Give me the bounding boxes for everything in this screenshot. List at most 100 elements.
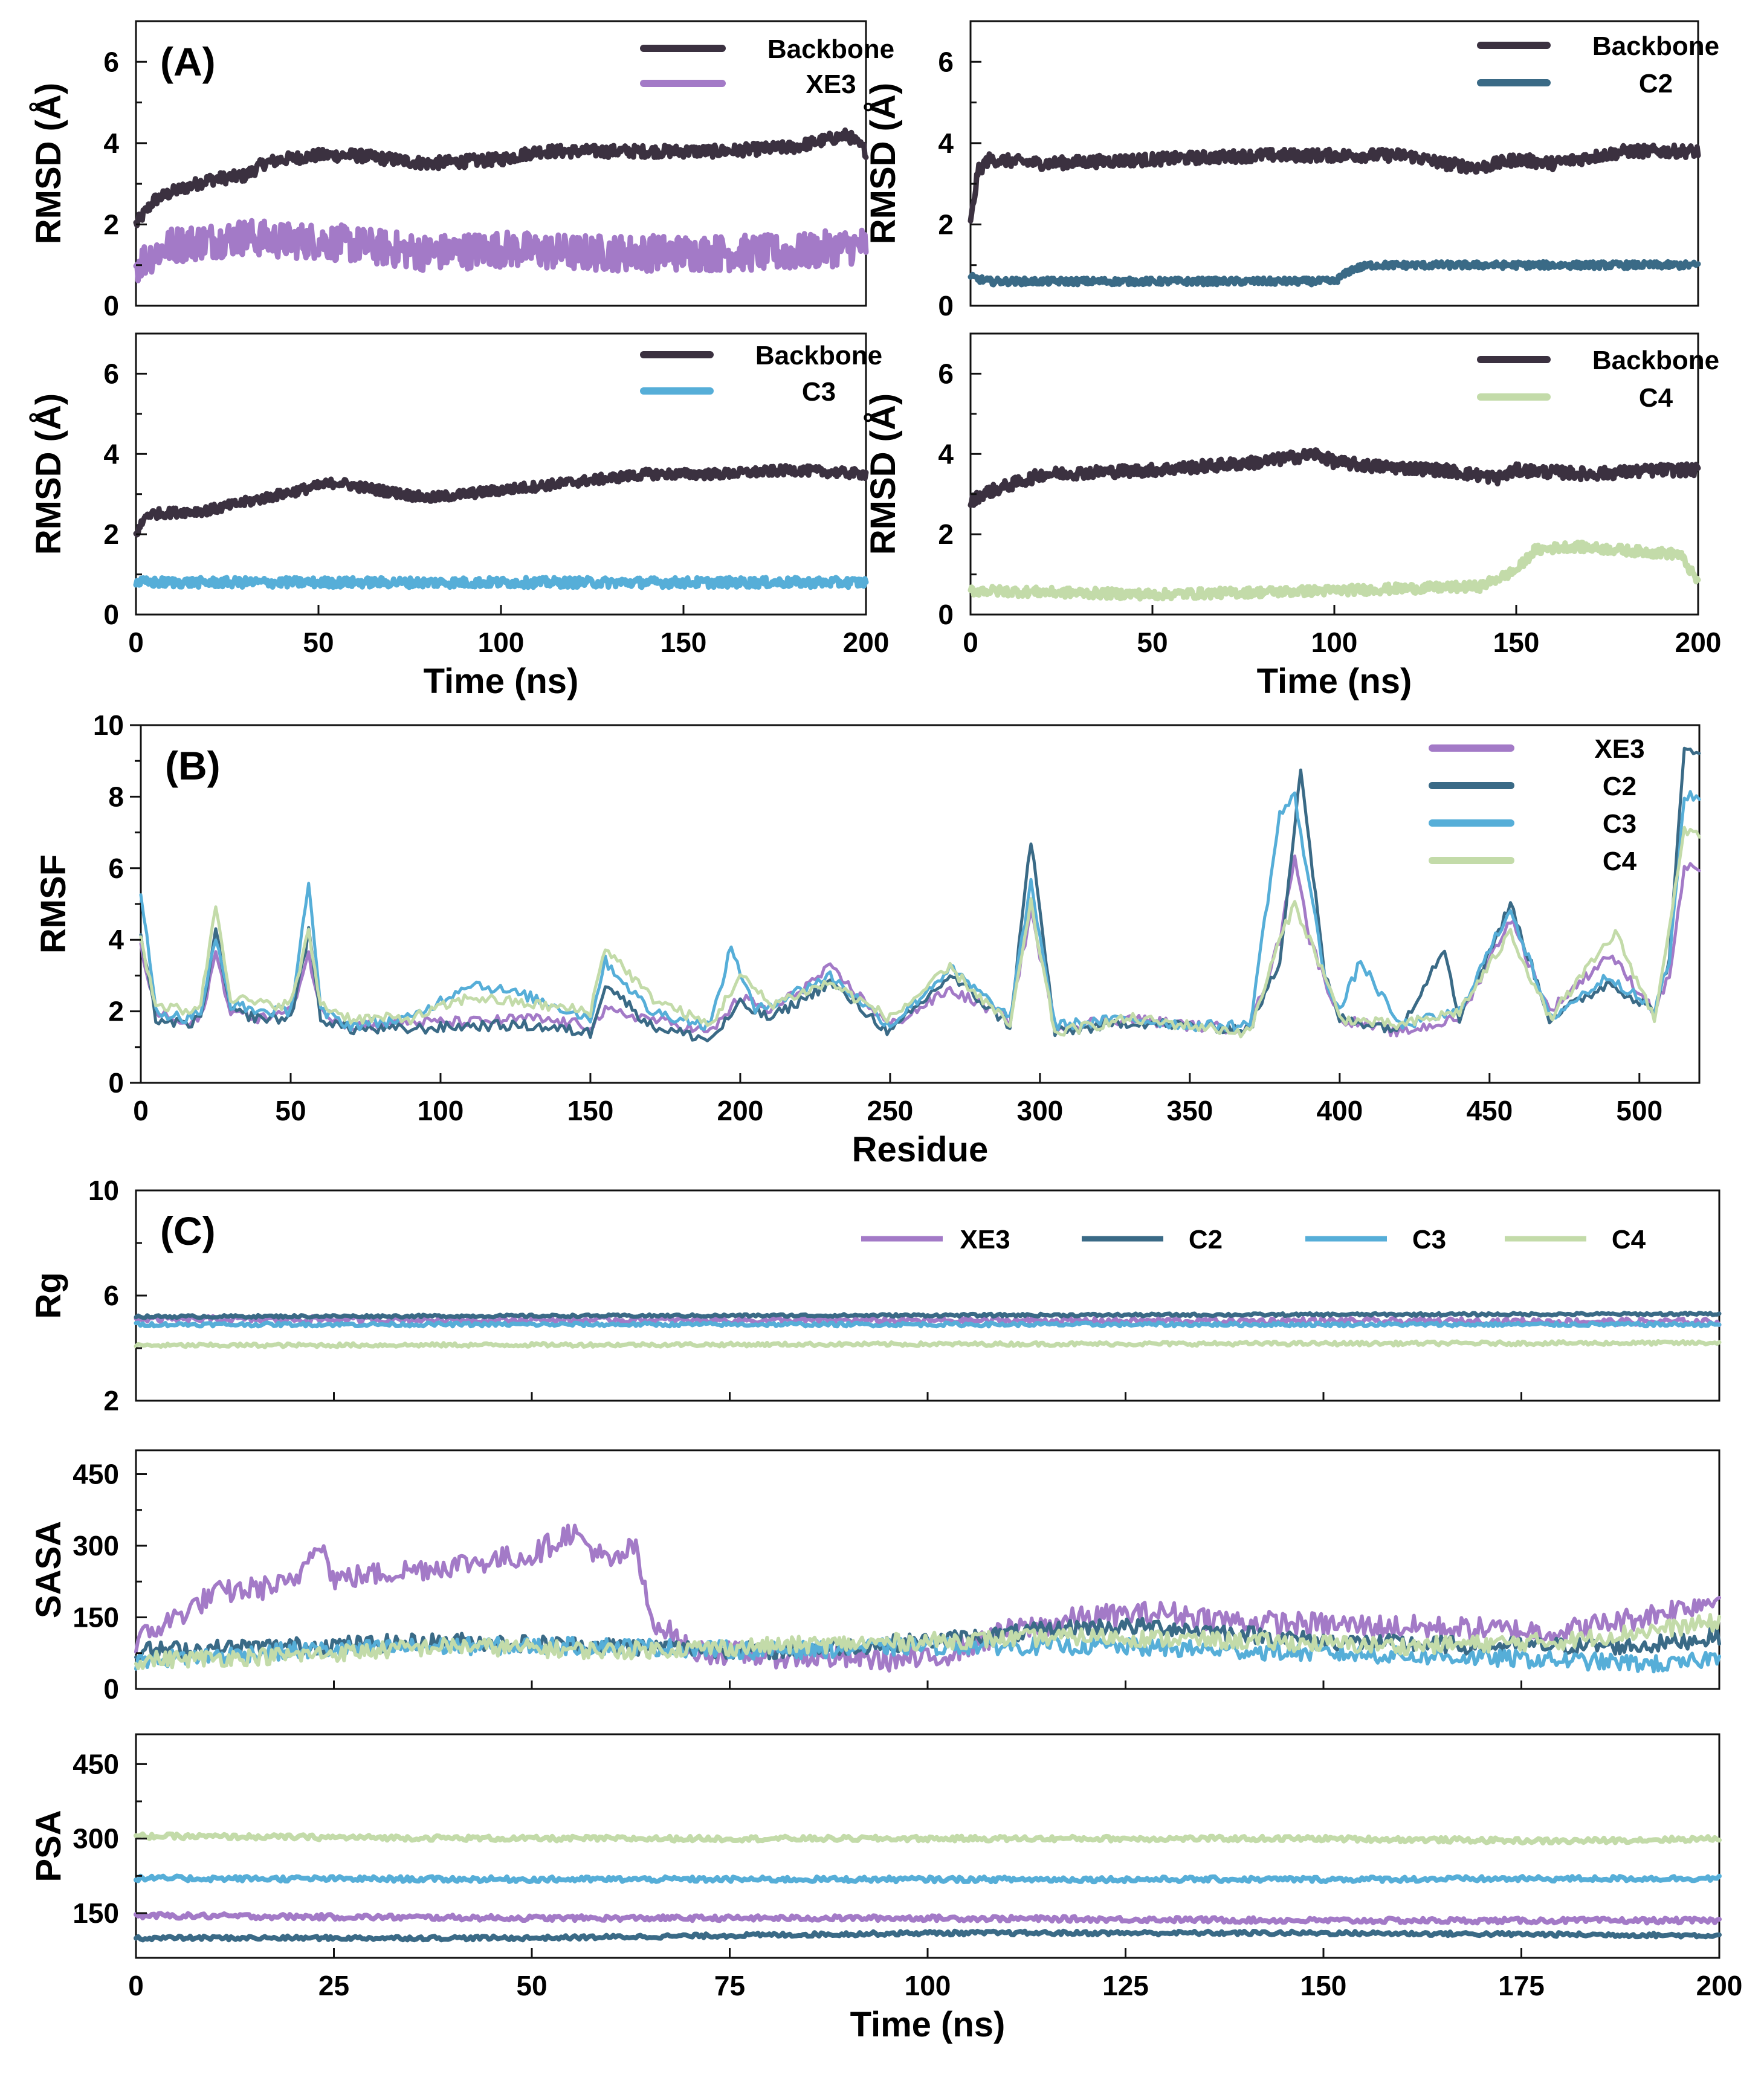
- y-axis-label: Rg: [29, 1272, 68, 1319]
- panel-label: (B): [165, 743, 221, 788]
- x-tick-label: 350: [1166, 1095, 1213, 1126]
- x-axis-label: Time (ns): [424, 662, 579, 701]
- x-tick-label: 0: [128, 1970, 144, 2001]
- x-tick-label: 150: [661, 627, 707, 658]
- y-tick-label: 8: [108, 781, 124, 812]
- y-axis-label: PSA: [29, 1810, 68, 1882]
- y-tick-label: 10: [93, 709, 124, 741]
- panel-a2: 0 2 4 6 RMSD (Å) Backbone C2: [864, 20, 1719, 321]
- x-tick-label: 150: [567, 1095, 614, 1126]
- x-tick-label: 50: [303, 627, 334, 658]
- panel-a3: 0 2 4 6 0 50 100 150 200 RMSD (Å) Time (ns) Backbon…: [29, 332, 890, 701]
- y-tick-label: 2: [938, 208, 954, 240]
- legend-label: XE3: [806, 69, 856, 99]
- y-tick-label: 0: [103, 1673, 119, 1705]
- y-axis-label: RMSD (Å): [29, 83, 68, 244]
- legend-label: Backbone: [755, 341, 882, 370]
- panel-c3: 150 300 450 0 25 50 75 100 125 150 175 200 PSA Time (…: [29, 1733, 1743, 2044]
- y-axis-label: RMSD (Å): [864, 83, 903, 244]
- series-backbone: [968, 447, 1701, 508]
- series-c4: [134, 1613, 1721, 1670]
- x-tick-label: 200: [717, 1095, 764, 1126]
- panel-a1: 0 2 4 6 RMSD (Å) (A) Backbone XE3: [29, 20, 894, 321]
- x-tick-label: 400: [1316, 1095, 1363, 1126]
- x-tick-label: 200: [1675, 627, 1722, 658]
- y-tick-label: 150: [73, 1602, 119, 1633]
- y-axis-label: RMSF: [34, 854, 73, 954]
- series-c2: [134, 1311, 1722, 1320]
- x-tick-label: 250: [867, 1095, 914, 1126]
- legend-label: C2: [1639, 69, 1673, 98]
- legend-label: XE3: [960, 1225, 1010, 1254]
- legend-label: Backbone: [1592, 346, 1719, 375]
- x-tick-label: 50: [275, 1095, 306, 1126]
- y-tick-label: 2: [108, 996, 124, 1027]
- legend-label: Backbone: [1592, 31, 1719, 61]
- series-backbone: [133, 463, 869, 538]
- plot-frame: [135, 1733, 1720, 1959]
- series-xe3: [139, 854, 1701, 1038]
- legend-label: Backbone: [767, 34, 894, 64]
- x-tick-label: 100: [418, 1095, 464, 1126]
- legend-label: C2: [1189, 1225, 1223, 1254]
- y-tick-label: 6: [938, 46, 954, 77]
- series-c2: [134, 1928, 1722, 1943]
- x-tick-label: 175: [1498, 1970, 1545, 2001]
- y-tick-label: 6: [103, 1280, 119, 1311]
- x-tick-label: 125: [1102, 1970, 1149, 2001]
- series-c4: [139, 825, 1701, 1039]
- series-xe3: [134, 1911, 1722, 1926]
- y-tick-label: 4: [938, 128, 954, 159]
- x-tick-label: 100: [478, 627, 525, 658]
- x-tick-label: 200: [1696, 1970, 1743, 2001]
- y-tick-label: 6: [938, 358, 954, 389]
- y-tick-label: 0: [103, 290, 119, 321]
- series-xe3: [133, 218, 869, 283]
- y-tick-label: 0: [938, 599, 954, 630]
- legend-label: C4: [1603, 847, 1637, 876]
- y-tick-label: 2: [938, 518, 954, 550]
- x-tick-label: 75: [714, 1970, 745, 2001]
- legend-label: XE3: [1594, 734, 1644, 764]
- x-tick-label: 0: [133, 1095, 149, 1126]
- y-tick-label: 0: [938, 290, 954, 321]
- y-tick-label: 10: [88, 1175, 119, 1206]
- series-backbone: [968, 142, 1701, 224]
- y-tick-label: 450: [73, 1748, 119, 1780]
- panel-c1: 2 6 10 Rg (C) XE3 C2 C3 C4: [29, 1175, 1722, 1416]
- x-axis-label: Time (ns): [850, 2005, 1006, 2044]
- legend-label: C3: [802, 377, 836, 407]
- series-c4: [134, 1339, 1722, 1349]
- panel-a4: 0 2 4 6 0 50 100 150 200 RMSD (Å) Time (ns) Backbon…: [864, 332, 1722, 701]
- y-tick-label: 0: [103, 599, 119, 630]
- x-tick-label: 100: [905, 1970, 951, 2001]
- legend-label: C2: [1603, 772, 1636, 801]
- series-c2: [139, 746, 1701, 1042]
- series-c4: [134, 1831, 1722, 1845]
- y-axis-label: RMSD (Å): [864, 393, 903, 555]
- y-axis-label: SASA: [29, 1521, 68, 1618]
- series-xe3: [134, 1523, 1721, 1673]
- y-tick-label: 0: [108, 1067, 124, 1099]
- x-tick-label: 150: [1493, 627, 1540, 658]
- series-backbone: [133, 127, 869, 228]
- y-tick-label: 2: [103, 518, 119, 550]
- legend-label: C4: [1612, 1225, 1646, 1254]
- series-c3: [134, 1320, 1722, 1329]
- x-tick-label: 500: [1616, 1095, 1662, 1126]
- legend-label: C3: [1412, 1225, 1446, 1254]
- series-c3: [134, 1873, 1722, 1885]
- x-tick-label: 150: [1300, 1970, 1347, 2001]
- y-tick-label: 4: [103, 438, 119, 470]
- x-axis-label: Residue: [852, 1130, 989, 1169]
- y-tick-label: 450: [73, 1459, 119, 1490]
- y-tick-label: 6: [103, 358, 119, 389]
- x-tick-label: 200: [843, 627, 890, 658]
- y-tick-label: 6: [108, 853, 124, 884]
- series-xe3: [134, 1314, 1722, 1327]
- x-tick-label: 450: [1466, 1095, 1513, 1126]
- x-tick-label: 50: [1137, 627, 1168, 658]
